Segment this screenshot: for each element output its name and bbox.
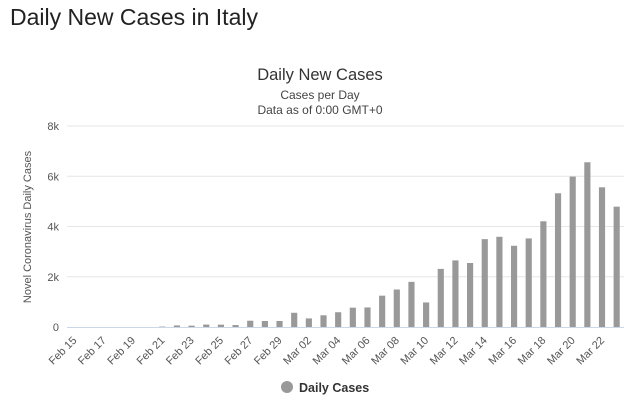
bar[interactable] <box>569 176 576 327</box>
bar[interactable] <box>320 315 327 327</box>
x-tick-label: Mar 10 <box>399 335 432 368</box>
bar[interactable] <box>188 325 195 327</box>
y-tick-label: 0 <box>53 322 59 334</box>
bar[interactable] <box>510 245 518 327</box>
x-tick-label: Mar 22 <box>574 335 607 368</box>
bar[interactable] <box>261 321 268 327</box>
bar[interactable] <box>525 238 532 327</box>
bar[interactable] <box>364 307 371 327</box>
bar[interactable] <box>217 324 224 327</box>
bar[interactable] <box>467 263 474 327</box>
x-tick-label: Mar 02 <box>281 335 314 368</box>
x-tick-label: Mar 12 <box>428 335 461 368</box>
x-tick-label: Feb 21 <box>135 335 168 368</box>
bar[interactable] <box>349 307 356 327</box>
x-tick-label: Mar 06 <box>340 335 373 368</box>
x-tick-label: Mar 04 <box>311 335 344 368</box>
y-tick-label: 8k <box>47 121 59 133</box>
page-heading: Daily New Cases in Italy <box>10 4 258 30</box>
x-tick-label: Mar 20 <box>545 335 578 368</box>
bar[interactable] <box>335 312 342 327</box>
bar[interactable] <box>291 312 298 327</box>
x-tick-label: Feb 15 <box>47 335 80 368</box>
bar[interactable] <box>173 325 181 327</box>
bar[interactable] <box>305 318 312 327</box>
bar[interactable] <box>496 236 503 327</box>
y-axis-title: Novel Coronavirus Daily Cases <box>22 150 34 303</box>
x-tick-label: Feb 27 <box>223 335 256 368</box>
bar[interactable] <box>159 326 166 328</box>
bar[interactable] <box>423 302 430 327</box>
chart-subtitle-line-1: Cases per Day <box>280 88 359 102</box>
y-tick-label: 2k <box>47 272 59 284</box>
x-tick-label: Feb 23 <box>164 335 197 368</box>
bar[interactable] <box>554 193 562 327</box>
chart-title: Daily New Cases <box>257 66 383 84</box>
x-tick-label: Feb 25 <box>193 335 226 368</box>
legend-label-daily-cases[interactable]: Daily Cases <box>299 381 369 395</box>
chart-subtitle-line-2: Data as of 0:00 GMT+0 <box>257 103 382 117</box>
x-tick-label: Mar 14 <box>457 335 490 368</box>
bar[interactable] <box>379 295 386 327</box>
x-tick-label: Feb 29 <box>252 335 285 368</box>
bar[interactable] <box>232 325 239 327</box>
y-tick-label: 6k <box>47 171 59 183</box>
x-tick-label: Mar 18 <box>516 335 549 368</box>
legend-marker-daily-cases <box>281 381 293 393</box>
bar[interactable] <box>437 268 444 327</box>
x-tick-label: Mar 16 <box>486 335 519 368</box>
y-tick-labels: 0 2k 4k 6k 8k <box>47 121 59 334</box>
bar[interactable] <box>540 221 547 327</box>
x-tick-label: Mar 08 <box>369 335 402 368</box>
bar[interactable] <box>408 281 415 327</box>
bar[interactable] <box>276 320 283 327</box>
bar[interactable] <box>452 260 459 327</box>
bar[interactable] <box>598 187 606 327</box>
y-tick-label: 4k <box>47 222 59 234</box>
bar[interactable] <box>247 320 254 327</box>
bar[interactable] <box>203 324 210 327</box>
bar[interactable] <box>584 162 591 327</box>
bar[interactable] <box>393 289 400 327</box>
bars <box>159 162 620 328</box>
x-tick-label: Feb 19 <box>105 335 138 368</box>
bar[interactable] <box>481 239 488 327</box>
x-tick-label: Feb 17 <box>76 335 109 368</box>
legend[interactable]: Daily Cases <box>281 381 369 395</box>
bar[interactable] <box>613 206 620 327</box>
